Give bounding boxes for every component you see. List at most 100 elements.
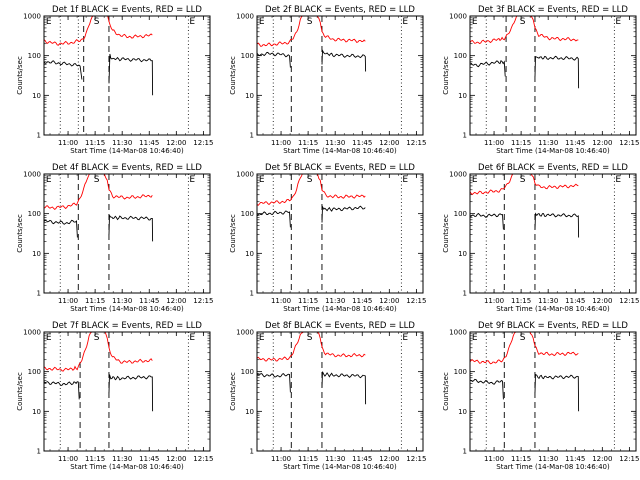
x-tick-label: 11:15	[298, 297, 318, 305]
panel-title: Det 6f BLACK = Events, RED = LLD	[478, 163, 628, 173]
series-line-lld	[44, 16, 153, 46]
marker-label: S	[520, 17, 526, 27]
x-tick-label: 11:30	[325, 297, 345, 305]
x-axis-label: Start Time (14-Mar-08 10:46:40)	[496, 463, 610, 471]
y-tick-label: 10	[32, 250, 41, 258]
y-tick-label: 100	[28, 210, 41, 218]
series-line-events	[44, 60, 83, 80]
x-tick-label: 11:00	[58, 455, 78, 463]
series-line-events	[257, 210, 291, 228]
marker-label: E	[472, 17, 478, 27]
marker-label: S	[520, 333, 526, 343]
marker-label: E	[402, 333, 408, 343]
y-tick-label: 10	[32, 408, 41, 416]
series-line-lld	[257, 174, 366, 206]
series-line-lld	[257, 332, 366, 362]
x-tick-label: 11:00	[271, 297, 291, 305]
series-line-events	[321, 371, 367, 405]
x-tick-label: 12:00	[379, 455, 399, 463]
y-tick-label: 1000	[449, 13, 467, 21]
panel-title: Det 4f BLACK = Events, RED = LLD	[52, 163, 202, 173]
plot-frame	[469, 173, 637, 294]
panel-title: Det 7f BLACK = Events, RED = LLD	[52, 321, 202, 331]
x-tick-label: 11:15	[511, 455, 531, 463]
y-tick-label: 1	[463, 132, 467, 140]
marker-label: S	[307, 175, 313, 185]
y-tick-label: 10	[32, 92, 41, 100]
panel-title: Det 2f BLACK = Events, RED = LLD	[265, 5, 415, 15]
y-tick-label: 10	[458, 92, 467, 100]
x-tick-label: 12:00	[166, 455, 186, 463]
y-axis-label: Counts/sec	[229, 214, 237, 253]
x-tick-label: 11:30	[325, 139, 345, 147]
marker-label: E	[189, 175, 195, 185]
plot-area	[44, 174, 154, 242]
plot-frame	[469, 15, 637, 136]
marker-label: E	[615, 175, 621, 185]
y-tick-label: 100	[241, 368, 254, 376]
detector-panel: Det 9f BLACK = Events, RED = LLD 1 10 100 10…	[442, 321, 639, 471]
marker-label: E	[46, 17, 52, 27]
series-line-events	[108, 374, 154, 412]
x-tick-label: 11:30	[538, 455, 558, 463]
marker-label: E	[189, 17, 195, 27]
detector-panel: Det 5f BLACK = Events, RED = LLD 1 10 100 10…	[229, 163, 426, 313]
y-tick-label: 100	[241, 210, 254, 218]
detector-panel: Det 8f BLACK = Events, RED = LLD 1 10 100 10…	[229, 321, 426, 471]
marker-label: E	[259, 17, 265, 27]
detector-panel: Det 6f BLACK = Events, RED = LLD 1 10 100 10…	[442, 163, 639, 313]
plot-frame	[256, 331, 424, 452]
y-tick-label: 1	[463, 448, 467, 456]
x-tick-label: 12:00	[166, 139, 186, 147]
y-tick-label: 1000	[23, 13, 41, 21]
marker-label: S	[94, 175, 100, 185]
series-line-events	[108, 214, 154, 242]
series-line-events	[534, 55, 580, 89]
y-tick-label: 1000	[236, 171, 254, 179]
y-axis-label: Counts/sec	[442, 56, 450, 95]
y-tick-label: 10	[245, 408, 254, 416]
x-tick-label: 12:15	[193, 139, 213, 147]
y-axis-label: Counts/sec	[229, 56, 237, 95]
series-line-lld	[470, 332, 579, 365]
x-axis-label: Start Time (14-Mar-08 10:46:40)	[70, 147, 184, 155]
plot-area	[470, 332, 580, 412]
y-tick-label: 1000	[23, 171, 41, 179]
series-line-events	[257, 373, 291, 393]
y-tick-label: 1	[37, 448, 41, 456]
y-axis-label: Counts/sec	[442, 214, 450, 253]
x-tick-label: 11:45	[565, 139, 585, 147]
x-tick-label: 12:15	[406, 139, 426, 147]
plot-area	[470, 174, 580, 238]
plot-area	[44, 16, 154, 96]
y-tick-label: 1	[37, 132, 41, 140]
panel-title: Det 1f BLACK = Events, RED = LLD	[52, 5, 202, 15]
marker-label: E	[402, 17, 408, 27]
panel-title: Det 3f BLACK = Events, RED = LLD	[478, 5, 628, 15]
x-tick-label: 11:15	[511, 139, 531, 147]
x-tick-label: 11:45	[352, 297, 372, 305]
series-line-events	[44, 219, 78, 238]
x-tick-label: 12:00	[379, 297, 399, 305]
x-axis-label: Start Time (14-Mar-08 10:46:40)	[70, 305, 184, 313]
x-tick-label: 11:15	[298, 139, 318, 147]
marker-label: E	[615, 333, 621, 343]
series-line-lld	[44, 174, 153, 211]
plot-frame	[256, 173, 424, 294]
y-tick-label: 100	[454, 52, 467, 60]
plot-area	[44, 332, 154, 412]
x-axis-label: Start Time (14-Mar-08 10:46:40)	[283, 463, 397, 471]
plot-frame	[256, 15, 424, 136]
x-tick-label: 11:00	[484, 139, 504, 147]
plot-frame	[469, 331, 637, 452]
plot-frame	[43, 15, 211, 136]
plot-area	[257, 16, 367, 72]
series-line-events	[470, 212, 504, 230]
x-tick-label: 12:15	[619, 297, 639, 305]
marker-label: S	[307, 333, 313, 343]
x-tick-label: 11:45	[352, 455, 372, 463]
series-line-events	[257, 51, 291, 68]
plot-area	[470, 16, 580, 89]
marker-label: E	[472, 175, 478, 185]
